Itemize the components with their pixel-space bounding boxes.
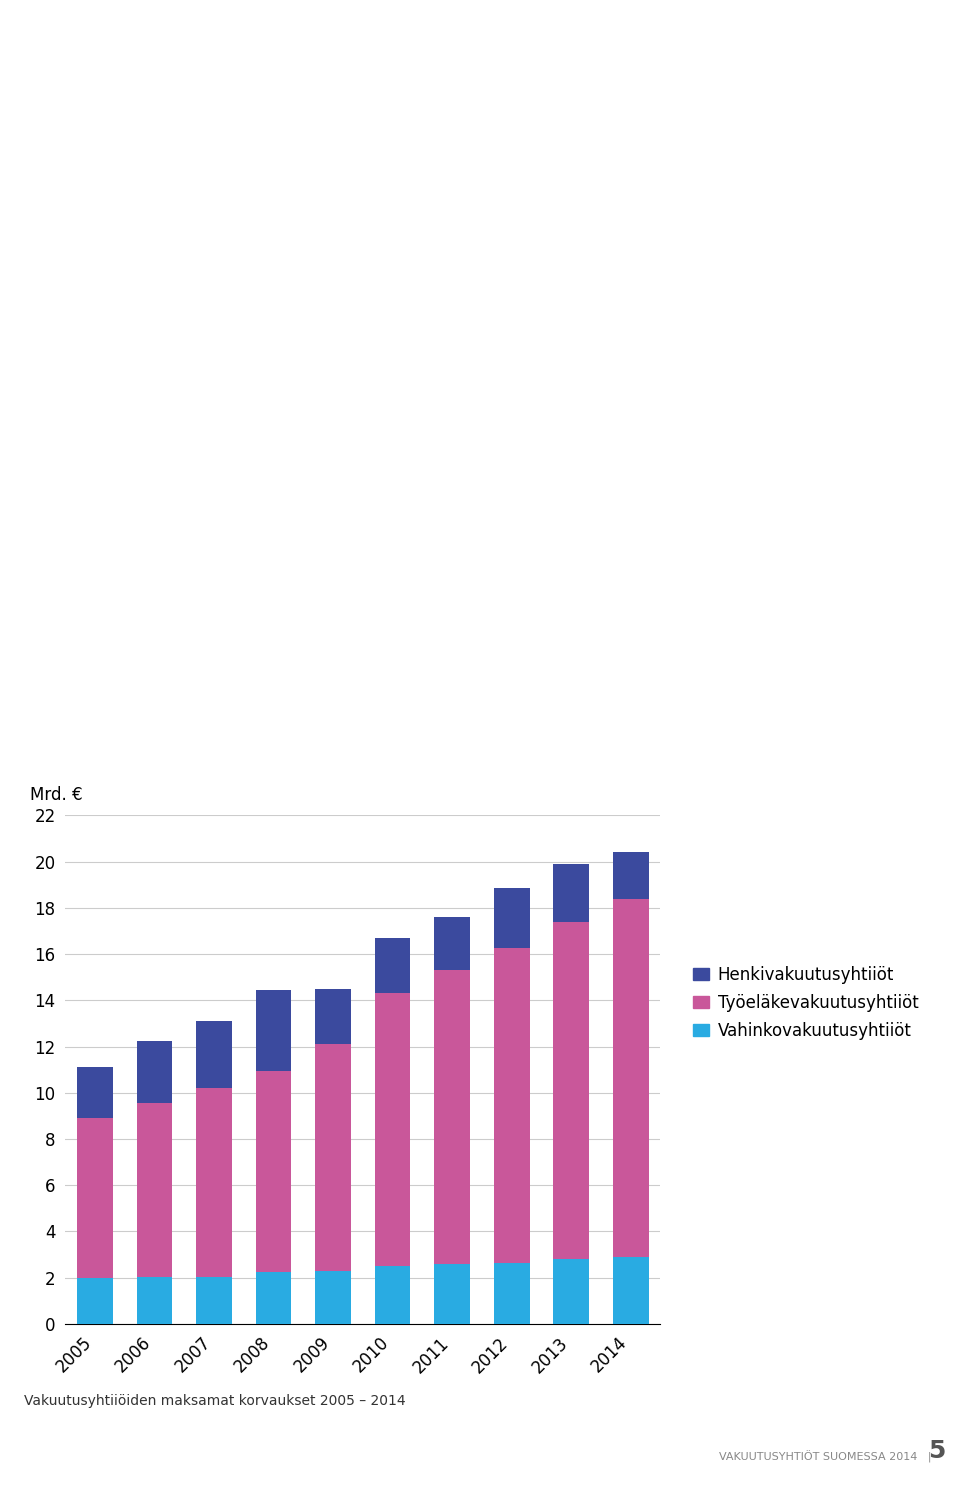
Text: Vakuutusyhtiiöiden maksamat korvaukset 2005 – 2014: Vakuutusyhtiiöiden maksamat korvaukset 2… — [24, 1394, 406, 1408]
Text: Mrd. €: Mrd. € — [30, 785, 83, 803]
Bar — [136, 1276, 173, 1324]
Bar — [136, 1103, 173, 1276]
Text: 5: 5 — [928, 1439, 946, 1463]
Bar — [315, 1044, 351, 1270]
Bar — [493, 948, 530, 1263]
Bar — [77, 1278, 113, 1324]
Bar — [136, 1041, 173, 1103]
Bar — [255, 990, 292, 1071]
Text: VAKUUTUSYHTIÖT SUOMESSA 2014   |: VAKUUTUSYHTIÖT SUOMESSA 2014 | — [719, 1451, 931, 1463]
Legend: Henkivakuutusyhtiiöt, Työeläkevakuutusyhtiiöt, Vahinkovakuutusyhtiiöt: Henkivakuutusyhtiiöt, Työeläkevakuutusyh… — [692, 966, 919, 1040]
Bar — [434, 971, 470, 1264]
Bar — [315, 989, 351, 1044]
Bar — [374, 938, 411, 993]
Bar — [553, 863, 589, 922]
Bar — [374, 993, 411, 1266]
Bar — [553, 922, 589, 1260]
Bar — [77, 1067, 113, 1118]
Bar — [493, 889, 530, 948]
Bar — [434, 917, 470, 971]
Bar — [196, 1022, 232, 1088]
Bar — [315, 1270, 351, 1324]
Bar — [493, 1263, 530, 1324]
Bar — [196, 1088, 232, 1276]
Bar — [612, 1257, 649, 1324]
Bar — [553, 1260, 589, 1324]
Bar — [255, 1272, 292, 1324]
Bar — [196, 1276, 232, 1324]
Bar — [612, 853, 649, 899]
Bar — [77, 1118, 113, 1278]
Bar — [612, 899, 649, 1257]
Bar — [255, 1071, 292, 1272]
Bar — [374, 1266, 411, 1324]
Bar — [434, 1264, 470, 1324]
